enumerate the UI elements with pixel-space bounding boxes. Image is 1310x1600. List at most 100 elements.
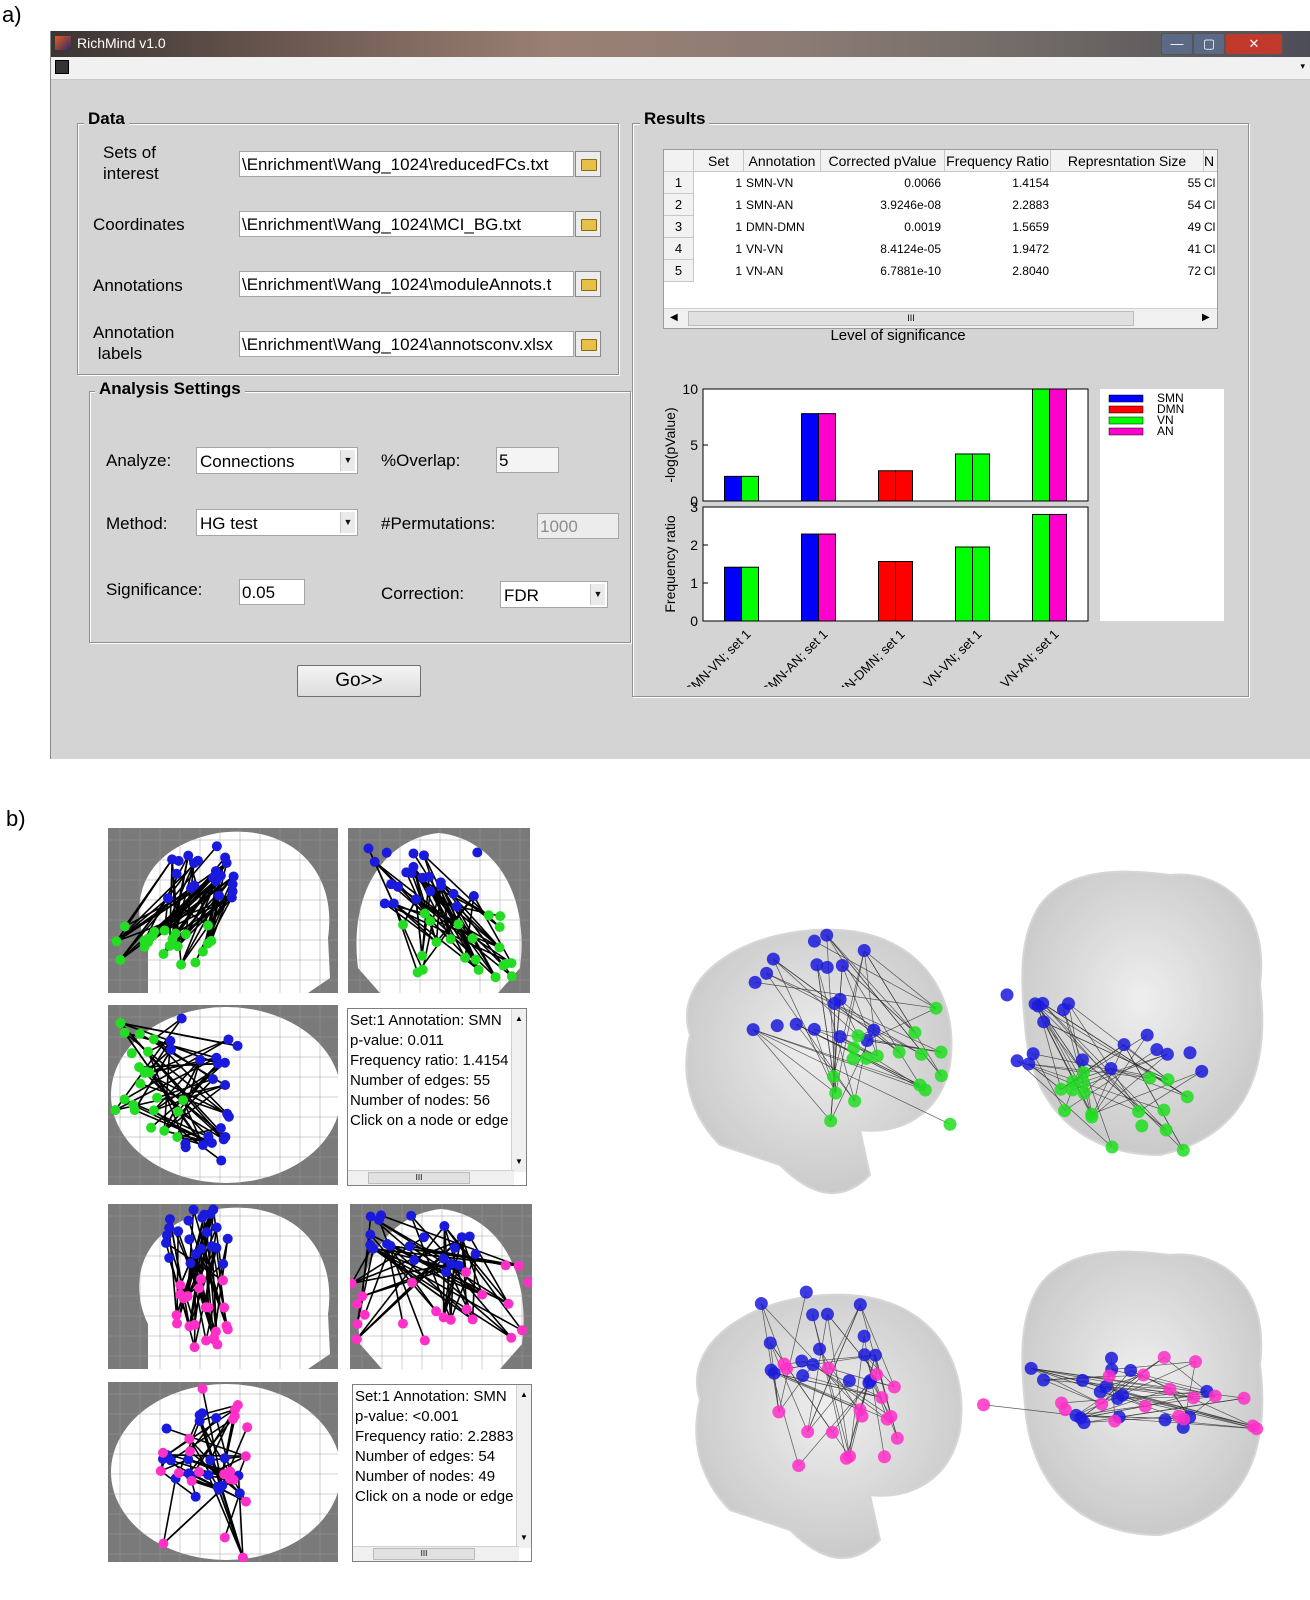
smn-node [220, 1080, 231, 1091]
connectome-sagittal-2[interactable] [108, 1204, 338, 1369]
bar-right [1049, 388, 1067, 502]
table-row[interactable]: 5 1 VN-AN 6.7881e-10 2.8040 72 Cl [664, 260, 1217, 282]
sets-of-interest-browse-button[interactable] [575, 151, 601, 177]
info-2-horizontal-scrollbar[interactable]: III [353, 1546, 519, 1561]
node [167, 933, 178, 944]
glass-brain-sagittal-2 [108, 1204, 338, 1369]
node [172, 1132, 183, 1143]
bar-left [724, 566, 742, 622]
maximize-button[interactable]: ▢ [1193, 33, 1225, 55]
smn-node [374, 1214, 385, 1225]
folder-open-icon [581, 279, 597, 291]
smn-node [835, 959, 849, 973]
significance-field[interactable]: 0.05 [239, 579, 305, 605]
coordinates-browse-button[interactable] [575, 211, 601, 237]
column-header-frequency-ratio[interactable]: Frequency Ratio [945, 150, 1051, 172]
info-1-scroll-thumb[interactable]: III [368, 1172, 470, 1184]
glass-brain-coronal-1 [348, 828, 530, 993]
overlap-field[interactable]: 5 [496, 447, 559, 473]
analyze-select[interactable]: Connections ▼ [196, 447, 358, 474]
close-button[interactable]: ✕ [1225, 33, 1283, 55]
table-row[interactable]: 4 1 VN-VN 8.4124e-05 1.9472 41 Cl [664, 238, 1217, 260]
connectome-axial-2[interactable] [108, 1382, 338, 1562]
connectome-coronal-2[interactable] [350, 1204, 532, 1369]
node [1077, 1066, 1091, 1080]
node [877, 1450, 891, 1464]
smn-node [1117, 1038, 1131, 1052]
smn-node [820, 1307, 834, 1321]
table-horizontal-scrollbar[interactable]: ◀ III ▶ [664, 308, 1217, 328]
node [523, 1277, 532, 1288]
smn-node [401, 867, 412, 878]
smn-node [1124, 1364, 1138, 1378]
smn-node [806, 1308, 820, 1322]
title-bar[interactable]: RichMind v1.0 — ▢ ✕ [51, 31, 1310, 57]
scroll-right-icon[interactable]: ▶ [1202, 312, 1210, 323]
node [1058, 1104, 1072, 1118]
scroll-down-icon[interactable]: ▼ [515, 1157, 523, 1166]
table-row[interactable]: 3 1 DMN-DMN 0.0019 1.5659 49 Cl [664, 216, 1217, 238]
info-1-horizontal-scrollbar[interactable]: III [348, 1170, 514, 1185]
smn-node [868, 1348, 882, 1362]
node [506, 1332, 517, 1343]
info-1-vertical-scrollbar[interactable]: ▲ ▼ [511, 1009, 526, 1172]
smn-node [392, 881, 403, 892]
column-header-pvalue[interactable]: Corrected pValue [821, 150, 945, 172]
smn-node [1150, 1043, 1164, 1057]
column-header-annotation[interactable]: Annotation [744, 150, 821, 172]
node [110, 1105, 121, 1116]
node [352, 1319, 363, 1330]
coordinates-field[interactable]: \Enrichment\Wang_1024\MCI_BG.txt [239, 211, 574, 237]
node [407, 1277, 418, 1288]
scroll-down-icon[interactable]: ▼ [520, 1533, 528, 1542]
smn-node [162, 1230, 173, 1241]
node [203, 1302, 214, 1313]
scroll-left-icon[interactable]: ◀ [670, 312, 678, 323]
annotations-field[interactable]: \Enrichment\Wang_1024\moduleAnnots.t [239, 271, 574, 297]
node [1159, 1123, 1173, 1137]
smn-node [766, 952, 780, 966]
connectome-axial-1[interactable] [108, 1005, 338, 1185]
node [225, 1466, 236, 1477]
correction-select[interactable]: FDR ▼ [500, 581, 608, 608]
node [1161, 1073, 1175, 1087]
connectome-coronal-1[interactable] [348, 828, 530, 993]
info-line: Click on a node or edge [350, 1112, 509, 1129]
node [221, 1320, 232, 1331]
connectome-sagittal-1[interactable] [108, 828, 338, 993]
info-box-2[interactable]: Set:1 Annotation: SMN p-value: <0.001 Freq… [352, 1384, 532, 1562]
node [848, 1094, 862, 1108]
smn-node [820, 960, 834, 974]
smn-node [189, 880, 200, 891]
scroll-up-icon[interactable]: ▲ [515, 1014, 523, 1023]
table-row[interactable]: 2 1 SMN-AN 3.9246e-08 2.2883 54 Cl [664, 194, 1217, 216]
method-select[interactable]: HG test ▼ [196, 509, 358, 536]
column-header-n[interactable]: N [1204, 150, 1217, 172]
annotation-labels-field[interactable]: \Enrichment\Wang_1024\annotsconv.xlsx [239, 331, 574, 357]
minimize-button[interactable]: — [1161, 33, 1193, 55]
table-row[interactable]: 1 1 SMN-VN 0.0066 1.4154 55 Cl [664, 172, 1217, 194]
go-button[interactable]: Go>> [297, 665, 421, 697]
save-icon[interactable] [55, 60, 69, 74]
info-box-1[interactable]: Set:1 Annotation: SMN p-value: 0.011 Frequ… [347, 1008, 527, 1186]
table-scroll-thumb[interactable]: III [688, 311, 1134, 326]
results-table[interactable]: Set Annotation Corrected pValue Frequenc… [663, 149, 1218, 329]
toolbar-chevron-icon[interactable]: ▾ [1300, 61, 1305, 71]
column-header-representation-size[interactable]: Represntation Size [1051, 150, 1204, 172]
annotation-labels-browse-button[interactable] [575, 331, 601, 357]
column-header-set[interactable]: Set [694, 150, 744, 172]
scroll-up-icon[interactable]: ▲ [520, 1390, 528, 1399]
info-2-vertical-scrollbar[interactable]: ▲ ▼ [516, 1385, 531, 1548]
smn-node [1158, 1413, 1172, 1427]
annotations-browse-button[interactable] [575, 271, 601, 297]
smn-node [418, 850, 429, 861]
smn-node [218, 1134, 229, 1145]
sets-of-interest-field[interactable]: \Enrichment\Wang_1024\reducedFCs.txt [239, 151, 574, 177]
node [890, 1431, 904, 1445]
info-2-scroll-thumb[interactable]: III [373, 1548, 475, 1560]
node [1135, 1119, 1149, 1133]
bar-left [801, 413, 819, 502]
node [172, 1106, 183, 1117]
node [126, 1048, 137, 1059]
edges [752, 934, 951, 1125]
